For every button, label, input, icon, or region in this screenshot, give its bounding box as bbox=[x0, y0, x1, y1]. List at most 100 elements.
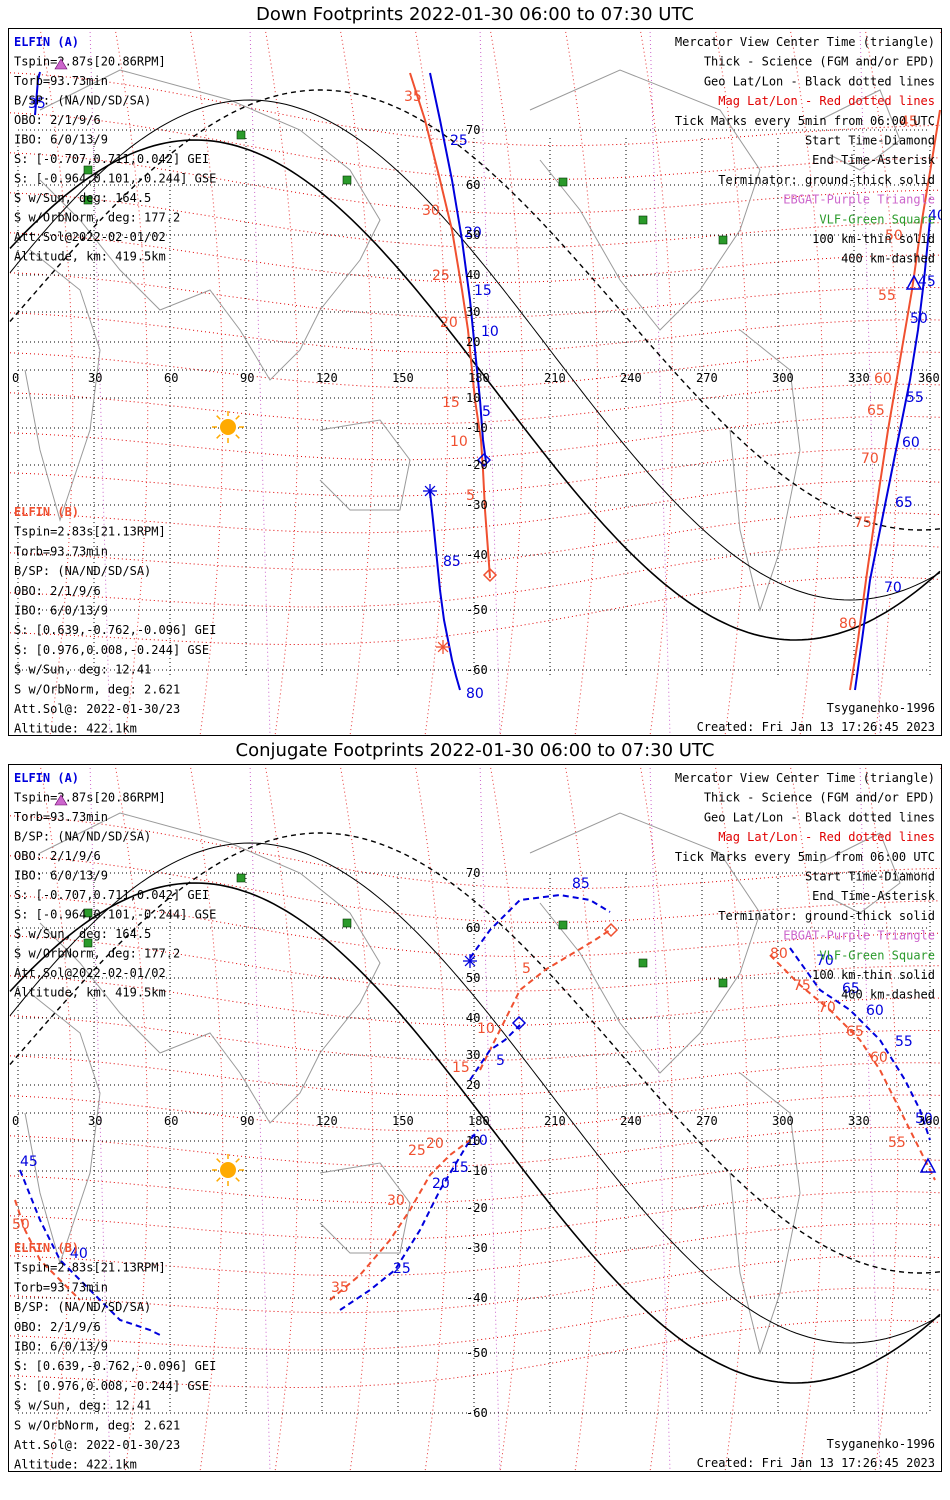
elfin-a-info-line: B/SP: (NA/ND/SD/SA) bbox=[14, 830, 151, 844]
mag-lat-line bbox=[9, 855, 941, 923]
elfin-a-info-line: Att.Sol@2022-02-01/02 bbox=[14, 230, 166, 244]
legend-line: Start Time-Diamond bbox=[805, 134, 935, 148]
ebex-meridian bbox=[649, 29, 671, 735]
track-time-label: 55 bbox=[895, 1034, 913, 1050]
track-elfin-a bbox=[789, 947, 931, 1141]
elfin-a-info-line: OBO: 2/1/9/6 bbox=[14, 849, 101, 863]
track-time-label: 10 bbox=[450, 434, 468, 450]
elfin-b-info-line: S: [0.976,0.008,-0.244] GSE bbox=[14, 643, 209, 657]
mag-lon-line bbox=[864, 765, 899, 1471]
track-time-label: 5 bbox=[482, 404, 491, 420]
down-map: 35 35302520151052520151058580706560555045… bbox=[9, 0, 946, 736]
legend-line: Geo Lat/Lon - Black dotted lines bbox=[704, 74, 935, 88]
track-time-label: 10 bbox=[470, 1133, 488, 1149]
track-time-label: 15 bbox=[474, 283, 492, 299]
ebex-meridian bbox=[649, 765, 671, 1471]
legend-line: Geo Lat/Lon - Black dotted lines bbox=[704, 810, 935, 824]
legend-line: 100 km-thin solid bbox=[812, 968, 935, 982]
elfin-a-info-line: Att.Sol@2022-02-01/02 bbox=[14, 966, 166, 980]
elfin-b-info-line: Altitude: 422.1km bbox=[14, 722, 137, 736]
lat-tick-label: -50 bbox=[466, 603, 488, 617]
elfin-b-info-line: Altitude: 422.1km bbox=[14, 1458, 137, 1472]
legend-line: End Time-Asterisk bbox=[812, 153, 936, 167]
track-elfin-a bbox=[469, 893, 611, 959]
legend-line: Mag Lat/Lon - Red dotted lines bbox=[718, 94, 935, 108]
elfin-b-info-line: B/SP: (NA/ND/SD/SA) bbox=[14, 1300, 151, 1314]
mag-lon-line bbox=[789, 765, 824, 1471]
track-time-label: 55 bbox=[878, 288, 896, 304]
mag-lat-line bbox=[9, 192, 940, 249]
elfin-b-name: ELFIN (B) bbox=[14, 505, 79, 519]
elfin-a-info-line: IBO: 6/0/13/9 bbox=[14, 869, 108, 883]
track-time-label: 35 bbox=[404, 89, 422, 105]
track-time-label: 65 bbox=[846, 1024, 864, 1040]
track-time-label: 15 bbox=[452, 1060, 470, 1076]
elfin-b-info-line: Att.Sol@: 2022-01-30/23 bbox=[14, 1438, 180, 1452]
track-time-label: 20 bbox=[440, 315, 458, 331]
track-time-label: 15 bbox=[442, 395, 460, 411]
elfin-b-info-line: OBO: 2/1/9/6 bbox=[14, 584, 101, 598]
elfin-a-info-line: S w/OrbNorm, deg: 177.2 bbox=[14, 947, 180, 961]
start-time-diamond bbox=[603, 922, 619, 938]
track-time-label: 60 bbox=[870, 1050, 888, 1066]
track-time-label: 75 bbox=[854, 515, 872, 531]
lat-tick-label: -30 bbox=[466, 498, 488, 512]
lon-tick-label: 330 bbox=[848, 371, 870, 385]
track-time-label: 75 bbox=[793, 978, 811, 994]
mag-lon-line bbox=[489, 765, 524, 1471]
coastline bbox=[39, 69, 381, 381]
lon-tick-label: 240 bbox=[620, 371, 642, 385]
elfin-a-info-line: Torb=93.73min bbox=[14, 810, 108, 824]
coastline bbox=[319, 419, 411, 511]
legend-line: 100 km-thin solid bbox=[812, 232, 935, 246]
elfin-a-info-line: IBO: 6/0/13/9 bbox=[14, 133, 108, 147]
terminator-400km bbox=[9, 832, 941, 1274]
elfin-a-name: ELFIN (A) bbox=[14, 35, 79, 49]
mag-lon-line bbox=[39, 765, 74, 1471]
mag-lon-line bbox=[414, 765, 449, 1471]
legend-line: Tick Marks every 5min from 06:00 UTC bbox=[675, 850, 935, 864]
lat-tick-label: -40 bbox=[466, 1291, 488, 1305]
track-time-label: 80 bbox=[839, 616, 857, 632]
vlf-station-square bbox=[83, 165, 93, 175]
elfin-a-info-line: Altitude, km: 419.5km bbox=[14, 250, 166, 264]
lat-tick-label: -20 bbox=[466, 458, 488, 472]
lon-tick-label: 30 bbox=[88, 1114, 102, 1128]
mag-lat-line bbox=[9, 895, 941, 958]
track-time-label: 85 bbox=[572, 876, 590, 892]
lat-tick-label: -70 bbox=[466, 0, 488, 3]
mag-lon-line bbox=[564, 765, 599, 1471]
mag-lon-line bbox=[339, 765, 374, 1471]
lon-tick-label: 360 bbox=[918, 371, 940, 385]
track-time-label: 10 bbox=[477, 1021, 495, 1037]
legend-line: Start Time-Diamond bbox=[805, 870, 935, 884]
vlf-station-square bbox=[558, 177, 568, 187]
lat-tick-label: -10 bbox=[466, 421, 488, 435]
sun-icon bbox=[212, 1154, 244, 1186]
track-elfin-a bbox=[34, 71, 41, 116]
track-time-label: 40 bbox=[928, 208, 946, 224]
lat-tick-label: 50 bbox=[466, 971, 480, 985]
mag-lon-line bbox=[189, 765, 224, 1471]
elfin-b-info-line: S: [0.976,0.008,-0.244] GSE bbox=[14, 1379, 209, 1393]
start-time-diamond bbox=[476, 452, 492, 468]
track-time-label: 30 bbox=[422, 203, 440, 219]
track-time-label: 20 bbox=[432, 1176, 450, 1192]
track-time-label: 65 bbox=[895, 495, 913, 511]
panel-title-conjugate: Conjugate Footprints 2022-01-30 06:00 to… bbox=[235, 740, 715, 761]
lon-tick-label: 90 bbox=[240, 1114, 254, 1128]
legend-line: VLF-Green Square bbox=[819, 948, 935, 962]
track-elfin-b bbox=[329, 1139, 471, 1301]
elfin-a-info-line: S w/OrbNorm, deg: 177.2 bbox=[14, 211, 180, 225]
lon-tick-label: 120 bbox=[316, 371, 338, 385]
track-time-label: 80 bbox=[466, 686, 484, 702]
lon-tick-label: 270 bbox=[696, 1114, 718, 1128]
track-elfin-a bbox=[429, 72, 487, 463]
track-time-label: 70 bbox=[884, 580, 902, 596]
elfin-a-info-line: S: [-0.964,0.101,-0.244] GSE bbox=[14, 908, 216, 922]
lat-tick-label: -50 bbox=[466, 1346, 488, 1360]
elfin-b-info-line: IBO: 6/0/13/9 bbox=[14, 604, 108, 618]
legend-line: Mercator View Center Time (triangle) bbox=[675, 35, 935, 49]
track-elfin-a bbox=[19, 1169, 161, 1336]
